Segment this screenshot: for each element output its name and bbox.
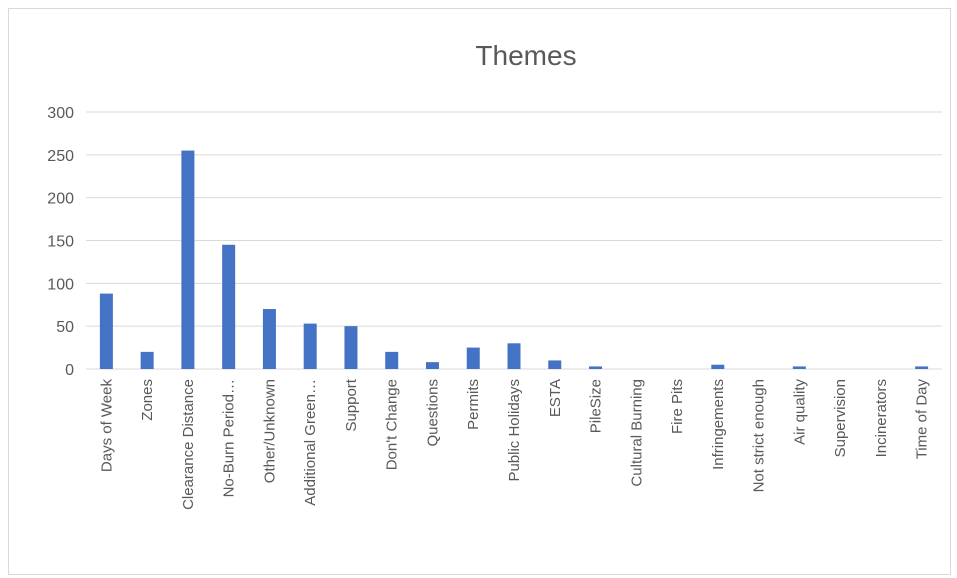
bar xyxy=(262,309,276,369)
y-axis-ticks: 0 50 100 150 200 250 300 xyxy=(47,105,74,379)
bar xyxy=(181,150,195,369)
x-tick-label: Supervision xyxy=(832,379,849,457)
x-tick-label: Infringements xyxy=(710,379,727,470)
bar xyxy=(140,351,154,369)
x-axis-ticks: Days of Week Zones Clearance Distance No-Bu… xyxy=(98,378,930,510)
gridlines xyxy=(86,111,942,370)
x-tick-label: No-Burn Period… xyxy=(221,379,238,497)
bar xyxy=(792,366,806,369)
y-tick-label: 50 xyxy=(56,319,74,336)
x-tick-label: Air quality xyxy=(791,379,808,445)
y-tick-label: 0 xyxy=(65,362,74,379)
bar xyxy=(466,347,480,369)
x-tick-label: ESTA xyxy=(547,379,564,417)
y-tick-label: 250 xyxy=(47,148,74,165)
y-tick-label: 100 xyxy=(47,276,74,293)
bar xyxy=(507,343,521,369)
bars xyxy=(99,150,929,369)
x-tick-label: Questions xyxy=(424,379,441,447)
bar xyxy=(222,244,236,369)
chart-title: Themes xyxy=(475,40,576,71)
bar xyxy=(344,326,358,369)
x-tick-label: Additional Green… xyxy=(302,379,319,506)
y-tick-label: 150 xyxy=(47,234,74,251)
x-tick-label: Other/Unknown xyxy=(261,379,278,483)
x-tick-label: Clearance Distance xyxy=(180,379,197,510)
x-tick-label: Not strict enough xyxy=(751,379,768,492)
themes-bar-chart: Themes 0 50 100 150 200 250 300 Days of Week Zo… xyxy=(47,40,942,510)
x-tick-label: PileSize xyxy=(588,379,605,433)
x-tick-label: Incinerators xyxy=(873,379,890,457)
y-tick-label: 200 xyxy=(47,191,74,208)
x-tick-label: Fire Pits xyxy=(669,379,686,434)
chart-frame: Themes 0 50 100 150 200 250 300 Days of Week Zo… xyxy=(8,8,951,575)
x-tick-label: Don't Change xyxy=(384,379,401,470)
bar xyxy=(589,366,603,369)
x-tick-label: Days of Week xyxy=(98,379,115,473)
bar xyxy=(711,364,725,369)
bar xyxy=(303,323,317,369)
x-tick-label: Support xyxy=(343,378,360,431)
x-tick-label: Public Holidays xyxy=(506,379,523,482)
y-tick-label: 300 xyxy=(47,105,74,122)
bar xyxy=(425,362,439,369)
x-tick-label: Permits xyxy=(465,379,482,430)
bar xyxy=(99,293,113,369)
x-tick-label: Zones xyxy=(139,379,156,421)
x-tick-label: Time of Day xyxy=(914,379,931,460)
bar xyxy=(385,351,399,369)
bar xyxy=(915,366,929,369)
x-tick-label: Cultural Burning xyxy=(628,379,645,487)
bar xyxy=(548,360,562,369)
